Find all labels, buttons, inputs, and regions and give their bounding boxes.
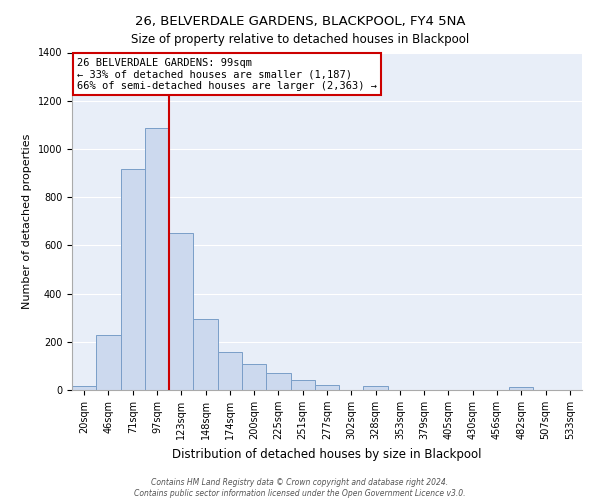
Bar: [96, 335, 121, 390]
Text: Size of property relative to detached houses in Blackpool: Size of property relative to detached ho…: [131, 32, 469, 46]
Bar: [72, 386, 96, 390]
Bar: [266, 373, 290, 390]
Bar: [218, 352, 242, 390]
Bar: [145, 128, 169, 390]
Bar: [315, 384, 339, 390]
X-axis label: Distribution of detached houses by size in Blackpool: Distribution of detached houses by size …: [172, 448, 482, 460]
Y-axis label: Number of detached properties: Number of detached properties: [22, 134, 32, 309]
Bar: [242, 364, 266, 390]
Bar: [193, 320, 218, 390]
Bar: [364, 386, 388, 390]
Text: Contains HM Land Registry data © Crown copyright and database right 2024.
Contai: Contains HM Land Registry data © Crown c…: [134, 478, 466, 498]
Bar: [121, 168, 145, 390]
Bar: [169, 233, 193, 390]
Text: 26, BELVERDALE GARDENS, BLACKPOOL, FY4 5NA: 26, BELVERDALE GARDENS, BLACKPOOL, FY4 5…: [135, 15, 465, 28]
Text: 26 BELVERDALE GARDENS: 99sqm
← 33% of detached houses are smaller (1,187)
66% of: 26 BELVERDALE GARDENS: 99sqm ← 33% of de…: [77, 58, 377, 91]
Bar: [290, 380, 315, 390]
Bar: [509, 387, 533, 390]
